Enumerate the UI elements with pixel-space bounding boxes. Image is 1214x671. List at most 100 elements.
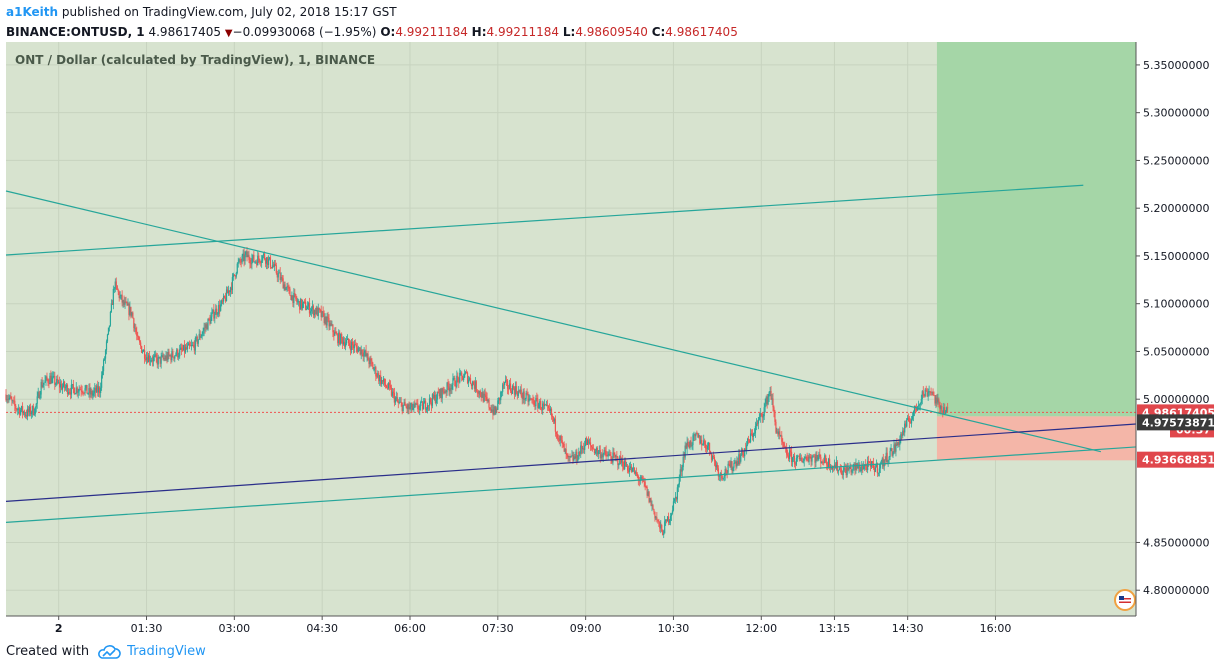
candle-body [18,408,20,410]
price-chart[interactable]: 5.35000000 5.30000000 5.25000000 5.20000000… [0,42,1214,640]
candle-body [778,431,780,435]
candle-body [600,454,602,459]
candle-body [351,341,354,346]
candle-body [860,470,862,471]
candle-body [222,300,224,302]
time-axis[interactable] [0,616,1136,640]
candle-body [78,389,80,392]
candle-body [31,406,33,413]
candle-body [427,405,430,407]
candle-body [590,445,593,448]
candle-body [685,445,687,449]
candle-body [410,403,412,408]
candle-body [715,464,717,467]
author-link[interactable]: a1Keith [6,5,59,19]
candle-body [687,441,689,446]
candle-body [896,443,898,445]
candle-body [403,402,405,405]
candle-body [278,272,280,274]
tradingview-logo[interactable]: TradingView [97,644,206,659]
candle-body [586,440,589,446]
candle-body [799,457,801,460]
candle-body [77,391,79,393]
candle-body [86,385,88,394]
candle-body [402,404,404,412]
candle-body [653,509,655,512]
candle-body [673,498,676,502]
open-value: 4.99211184 [395,25,468,39]
candle-body [611,459,613,463]
candle-body [468,378,471,380]
candle-body [291,295,293,300]
candle-body [891,448,893,456]
candle-body [727,463,729,473]
candle-body [574,456,576,459]
candle-body [858,464,860,468]
candle-body [61,384,63,390]
trendlines[interactable] [5,184,1137,524]
candle-body [580,445,582,454]
candle-body [723,476,725,478]
candle-body [536,398,538,400]
time-tick-label: 03:00 [218,622,250,635]
low-label: L: [562,25,576,39]
candle-body [411,403,413,410]
candle-body [394,397,396,403]
candle-body [794,463,797,465]
candle-body [265,257,268,264]
candle-body [841,474,843,476]
candle-body [521,395,523,399]
candle-body [756,423,758,425]
candle-body [255,261,257,263]
candle-body [686,441,688,449]
candle-body [915,407,918,411]
candle-body [192,345,194,346]
candle-body [582,448,584,450]
candle-body [617,457,619,465]
candle-body [472,381,475,385]
candle-body [91,390,93,396]
candle-body [14,400,16,406]
price-axis[interactable] [1136,42,1214,640]
candle-body [294,293,296,295]
candle-body [658,520,660,522]
candle-body [675,496,677,500]
candle-body [656,517,658,521]
candle-body [100,387,102,394]
candle-body [414,403,416,405]
candle-body [940,406,942,409]
candle-body [926,390,928,397]
candle-body [626,466,629,471]
candle-body [136,332,138,336]
candle-body [716,464,718,469]
us-flag-icon[interactable] [1114,589,1136,611]
candle-body [147,355,150,363]
time-axis-ticks: 2 01:30 03:00 04:30 06:00 07:30 09:00 10:30 12:0… [55,616,1011,635]
candle-body [878,468,880,473]
candle-body [341,334,343,339]
candle-body [904,423,906,433]
candle-body [852,465,854,470]
candle-body [759,413,761,418]
candle-body [688,445,690,448]
candle-body [925,389,927,391]
candle-body [465,372,468,373]
candle-body [943,407,945,414]
candle-body [664,521,666,534]
candle-body [407,404,409,410]
candle-body [209,319,211,324]
candle-body [845,468,847,476]
candle-body [263,253,266,260]
candle-body [57,378,59,383]
candle-body [510,390,513,394]
candle-body [65,385,68,388]
candle-body [560,436,562,441]
candle-body [826,462,828,465]
tradingview-brand: TradingView [127,644,206,659]
candle-body [180,347,182,350]
candle-body [179,349,181,357]
candle-body [93,390,95,394]
candle-body [259,259,261,263]
candle-body [150,360,152,362]
candle-body [247,254,249,258]
